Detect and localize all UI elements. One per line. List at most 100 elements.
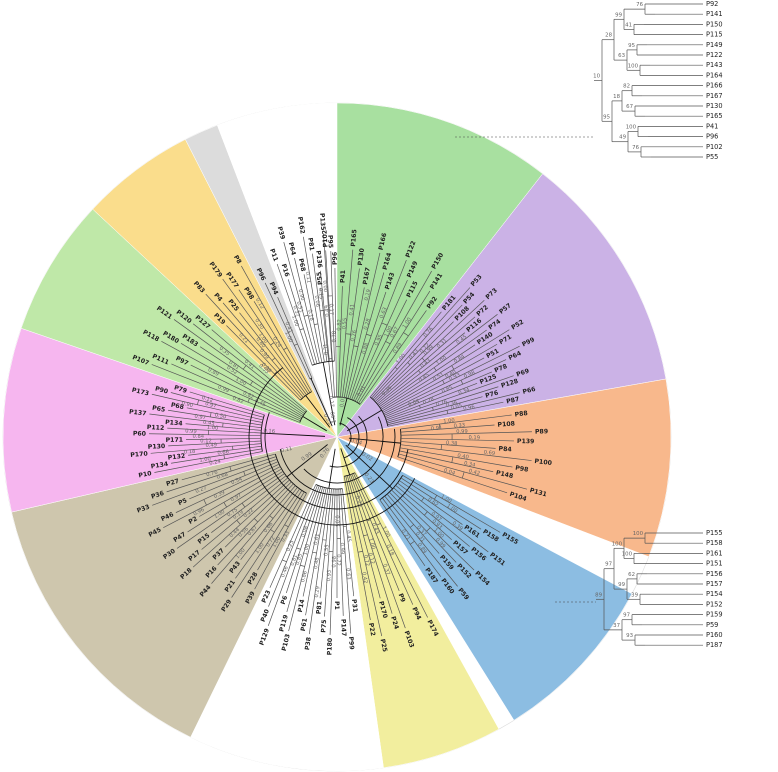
- internal-bootstrap-label: 0.76: [319, 447, 331, 460]
- bootstrap-label: 0.04: [443, 468, 457, 478]
- bootstrap-label: 0.41: [349, 304, 356, 316]
- bootstrap-label: 0.97: [204, 401, 217, 410]
- leaf-branch: [386, 375, 514, 421]
- bootstrap-label: 0.45: [418, 372, 431, 383]
- leaf-label: P24: [389, 616, 400, 631]
- leaf-branch: [391, 489, 475, 571]
- inset-leaf-label: P161: [706, 549, 723, 557]
- leaf-branch: [400, 477, 482, 530]
- leaf-branch: [238, 289, 309, 394]
- leaf-label: P76: [485, 389, 500, 399]
- bootstrap-label: 0.41: [283, 321, 293, 334]
- bootstrap-label: 0.63: [379, 307, 389, 320]
- leaf-branch: [217, 483, 294, 566]
- bootstrap-label: 0.12: [200, 438, 212, 444]
- leaf-branch: [294, 257, 320, 364]
- bootstrap-label: 0.27: [195, 485, 208, 495]
- bootstrap-label: 0.75: [226, 507, 239, 519]
- leaf-branch: [383, 345, 520, 415]
- bootstrap-label: 0.35: [218, 346, 231, 358]
- leaf-branch: [377, 332, 466, 405]
- bootstrap-label: 1.00: [402, 317, 413, 330]
- internal-arc: [339, 422, 352, 447]
- leaf-branch: [351, 259, 407, 400]
- inset-leaf-label: P96: [706, 133, 718, 141]
- clade-stem-grey: [310, 378, 333, 427]
- leaf-branch: [382, 497, 442, 577]
- leaf-branch: [276, 263, 313, 366]
- leaf-branch: [163, 466, 281, 529]
- leaf-label: P10: [138, 470, 153, 480]
- leaf-branch: [189, 391, 265, 416]
- leaf-label: P69: [516, 368, 531, 379]
- bootstrap-label: 0.66: [217, 449, 229, 456]
- inset-leaf-label: P143: [706, 61, 723, 69]
- bootstrap-label: 0.19: [468, 435, 480, 441]
- bootstrap-label: 0.11: [304, 271, 312, 283]
- leaf-label: P14: [297, 598, 307, 613]
- clade-arc-purple: [370, 396, 389, 427]
- leaf-branch: [192, 323, 306, 413]
- leaf-branch: [305, 488, 329, 616]
- inset-bootstrap-label: 41: [625, 23, 632, 29]
- leaf-branch: [168, 409, 262, 426]
- leaf-branch: [264, 282, 311, 380]
- leaf-branch: [338, 488, 344, 616]
- leaf-label: P66: [522, 386, 536, 396]
- leaf-label: P27: [165, 478, 180, 488]
- bootstrap-label: 0.93: [448, 372, 461, 383]
- leaf-branch: [397, 482, 489, 553]
- leaf-branch: [189, 461, 279, 500]
- leaf-label: P166: [378, 232, 389, 251]
- clade-arc-orange: [397, 428, 402, 458]
- bootstrap-label: 0.96: [463, 404, 476, 412]
- bootstrap-label: 1.00: [381, 525, 392, 538]
- leaf-branch: [353, 473, 414, 605]
- leaf-branch: [171, 448, 262, 464]
- leaf-branch: [325, 250, 335, 398]
- internal-bootstrap-label: 0.23: [322, 413, 333, 426]
- leaf-label: P46: [160, 511, 175, 523]
- inset-bootstrap-label: 95: [628, 43, 635, 49]
- internal-arc: [248, 367, 416, 526]
- leaf-branch: [199, 346, 304, 416]
- leaf-label: P78: [493, 363, 508, 375]
- leaf-label: P4: [212, 292, 224, 304]
- leaf-label: P173: [131, 387, 150, 398]
- inset-leaf-label: P166: [706, 82, 723, 90]
- inset-bootstrap-label: 63: [618, 53, 625, 59]
- bootstrap-label: 0.45: [455, 334, 468, 346]
- bootstrap-label: 0.69: [483, 450, 495, 457]
- inset-bottom: P155 P158 P161 P151 P156 P157 P154 P152 P159 P59 P…: [595, 529, 722, 649]
- leaf-branch: [389, 491, 457, 563]
- bootstrap-label: 0.29: [314, 586, 322, 598]
- leaf-branch: [400, 441, 496, 449]
- bootstrap-label: 0.24: [271, 336, 283, 350]
- leaf-label: P25: [378, 638, 388, 652]
- leaf-branch: [323, 233, 333, 362]
- bootstrap-label: 0.37: [381, 563, 391, 576]
- leaf-branch: [269, 484, 317, 588]
- leaf-branch: [199, 468, 282, 517]
- leaf-branch: [347, 272, 385, 399]
- leaf-label: P8: [232, 254, 242, 265]
- bootstrap-label: 0.89: [207, 367, 220, 378]
- bootstrap-label: 0.97: [230, 492, 243, 503]
- leaf-branch: [371, 287, 471, 399]
- bootstrap-label: 0.89: [392, 342, 404, 355]
- leaf-branch: [400, 438, 514, 442]
- leaf-branch: [372, 304, 463, 400]
- leaf-branch: [340, 249, 354, 398]
- bootstrap-label: 0.82: [336, 319, 342, 331]
- inset-leaf-label: P157: [706, 580, 723, 588]
- bootstrap-label: 0.19: [364, 289, 372, 302]
- leaf-label: P165: [350, 229, 358, 247]
- leaf-branch: [176, 473, 285, 549]
- leaf-branch: [350, 474, 406, 629]
- inset-bootstrap-label: 100: [633, 531, 644, 537]
- internal-bootstrap-label: 0.99: [301, 451, 314, 462]
- bootstrap-label: 1.00: [290, 315, 299, 328]
- inset-bootstrap-label: 76: [636, 2, 643, 8]
- leaf-label: P39: [276, 226, 286, 241]
